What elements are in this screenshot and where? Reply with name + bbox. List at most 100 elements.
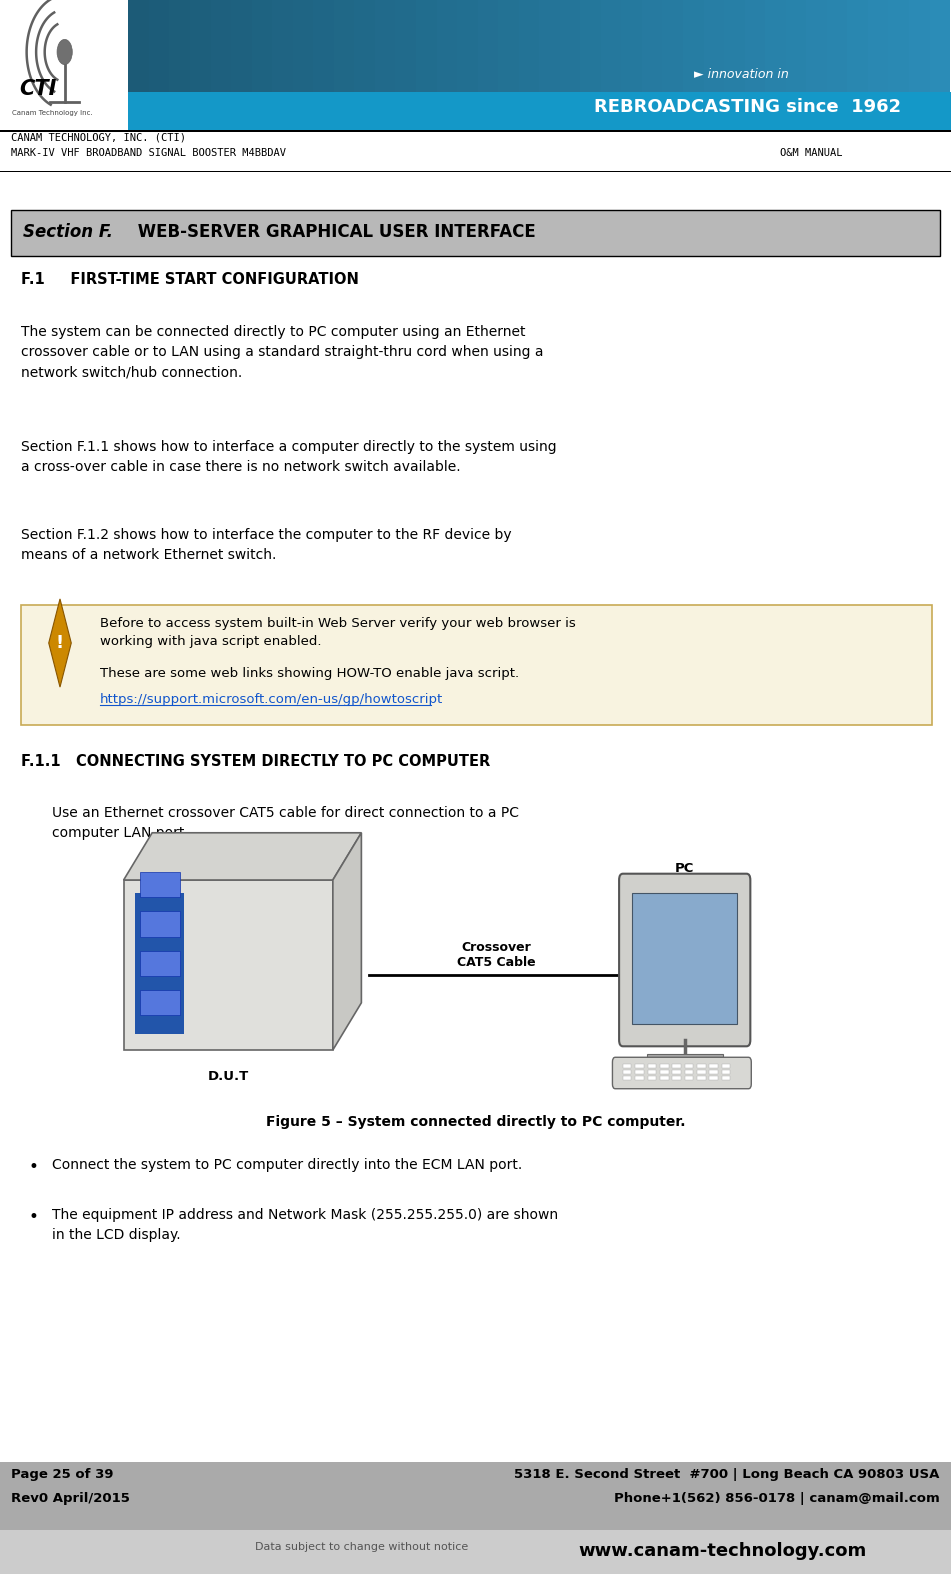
Bar: [635, 1064, 644, 1069]
Bar: [623, 1064, 631, 1069]
Bar: [722, 1077, 730, 1080]
Bar: [0, 131, 951, 132]
Bar: [293, 0, 314, 131]
Bar: [685, 1077, 693, 1080]
Text: Figure 5 – System connected directly to PC computer.: Figure 5 – System connected directly to …: [265, 1114, 686, 1129]
Bar: [635, 1077, 644, 1080]
Bar: [210, 0, 231, 131]
Polygon shape: [124, 833, 361, 880]
Text: REBROADCASTING since  1962: REBROADCASTING since 1962: [594, 98, 902, 116]
Bar: [140, 951, 180, 976]
Bar: [672, 1077, 681, 1080]
Text: D.U.T: D.U.T: [207, 1070, 249, 1083]
Bar: [580, 0, 601, 131]
Bar: [929, 0, 950, 131]
Bar: [518, 0, 539, 131]
Bar: [128, 91, 951, 131]
Bar: [745, 0, 766, 131]
Bar: [128, 0, 149, 131]
Bar: [416, 0, 437, 131]
Text: !: !: [56, 634, 64, 652]
Text: CANAM TECHNOLOGY, INC. (CTI): CANAM TECHNOLOGY, INC. (CTI): [11, 132, 186, 142]
Text: •: •: [29, 1207, 38, 1226]
Text: Phone+1(562) 856-0178 | canam@mail.com: Phone+1(562) 856-0178 | canam@mail.com: [613, 1492, 940, 1505]
Text: The equipment IP address and Network Mask (255.255.255.0) are shown
in the LCD d: The equipment IP address and Network Mas…: [52, 1207, 558, 1242]
Text: WEB-SERVER GRAPHICAL USER INTERFACE: WEB-SERVER GRAPHICAL USER INTERFACE: [109, 222, 536, 241]
Bar: [334, 0, 355, 131]
Text: F.1     FIRST-TIME START CONFIGURATION: F.1 FIRST-TIME START CONFIGURATION: [21, 272, 359, 286]
Bar: [0, 1530, 951, 1574]
Bar: [190, 0, 211, 131]
Bar: [355, 0, 376, 131]
Bar: [477, 0, 498, 131]
Text: Section F.1.1 shows how to interface a computer directly to the system using
a c: Section F.1.1 shows how to interface a c…: [21, 441, 556, 474]
Bar: [396, 0, 417, 131]
Text: Use an Ethernet crossover CAT5 cable for direct connection to a PC
computer LAN : Use an Ethernet crossover CAT5 cable for…: [52, 806, 519, 841]
Bar: [313, 0, 334, 131]
FancyBboxPatch shape: [612, 1058, 751, 1089]
Bar: [660, 1077, 669, 1080]
FancyBboxPatch shape: [619, 874, 750, 1047]
Bar: [124, 880, 333, 1050]
Bar: [140, 911, 180, 937]
Bar: [648, 1064, 656, 1069]
Bar: [140, 990, 180, 1015]
Bar: [623, 1070, 631, 1073]
Text: Section F.1.2 shows how to interface the computer to the RF device by
means of a: Section F.1.2 shows how to interface the…: [21, 527, 512, 562]
Bar: [539, 0, 560, 131]
Bar: [11, 209, 940, 257]
Polygon shape: [49, 600, 71, 688]
Bar: [660, 1070, 669, 1073]
Bar: [672, 1064, 681, 1069]
Bar: [683, 0, 704, 131]
Polygon shape: [333, 833, 361, 1050]
Bar: [647, 1055, 723, 1064]
Bar: [868, 0, 889, 131]
Bar: [697, 1070, 706, 1073]
Bar: [231, 0, 252, 131]
Bar: [642, 0, 663, 131]
Circle shape: [57, 39, 72, 65]
Text: Canam Technology Inc.: Canam Technology Inc.: [12, 110, 93, 116]
Text: F.1.1   CONNECTING SYSTEM DIRECTLY TO PC COMPUTER: F.1.1 CONNECTING SYSTEM DIRECTLY TO PC C…: [21, 754, 490, 770]
Bar: [21, 604, 932, 726]
Bar: [685, 1070, 693, 1073]
Bar: [560, 0, 581, 131]
Bar: [786, 0, 806, 131]
Bar: [648, 1070, 656, 1073]
Bar: [663, 0, 684, 131]
Text: ► innovation in: ► innovation in: [694, 68, 789, 80]
Bar: [623, 1077, 631, 1080]
Bar: [806, 0, 827, 131]
Text: CTI: CTI: [19, 79, 56, 99]
Bar: [847, 0, 868, 131]
Text: PC: PC: [675, 863, 694, 875]
Bar: [766, 0, 786, 131]
Bar: [709, 1070, 718, 1073]
Bar: [697, 1077, 706, 1080]
Bar: [457, 0, 478, 131]
Bar: [601, 0, 622, 131]
Bar: [709, 1077, 718, 1080]
Text: Connect the system to PC computer directly into the ECM LAN port.: Connect the system to PC computer direct…: [52, 1158, 522, 1173]
Text: Data subject to change without notice: Data subject to change without notice: [255, 1543, 468, 1552]
Text: Before to access system built-in Web Server verify your web browser is
working w: Before to access system built-in Web Ser…: [100, 617, 575, 648]
Bar: [498, 0, 519, 131]
Bar: [135, 892, 184, 1034]
Text: https://support.microsoft.com/en-us/gp/howtoscript: https://support.microsoft.com/en-us/gp/h…: [100, 693, 443, 707]
Bar: [660, 1064, 669, 1069]
Bar: [252, 0, 273, 131]
Text: The system can be connected directly to PC computer using an Ethernet
crossover : The system can be connected directly to …: [21, 324, 543, 379]
Text: O&M MANUAL: O&M MANUAL: [780, 148, 843, 157]
Bar: [140, 872, 180, 897]
Text: Rev0 April/2015: Rev0 April/2015: [11, 1492, 130, 1505]
Bar: [0, 0, 128, 131]
Bar: [635, 1070, 644, 1073]
Bar: [632, 892, 737, 1025]
Bar: [709, 1064, 718, 1069]
Bar: [621, 0, 642, 131]
Text: www.canam-technology.com: www.canam-technology.com: [578, 1543, 867, 1560]
Bar: [0, 1462, 951, 1530]
Bar: [272, 0, 293, 131]
Bar: [149, 0, 170, 131]
